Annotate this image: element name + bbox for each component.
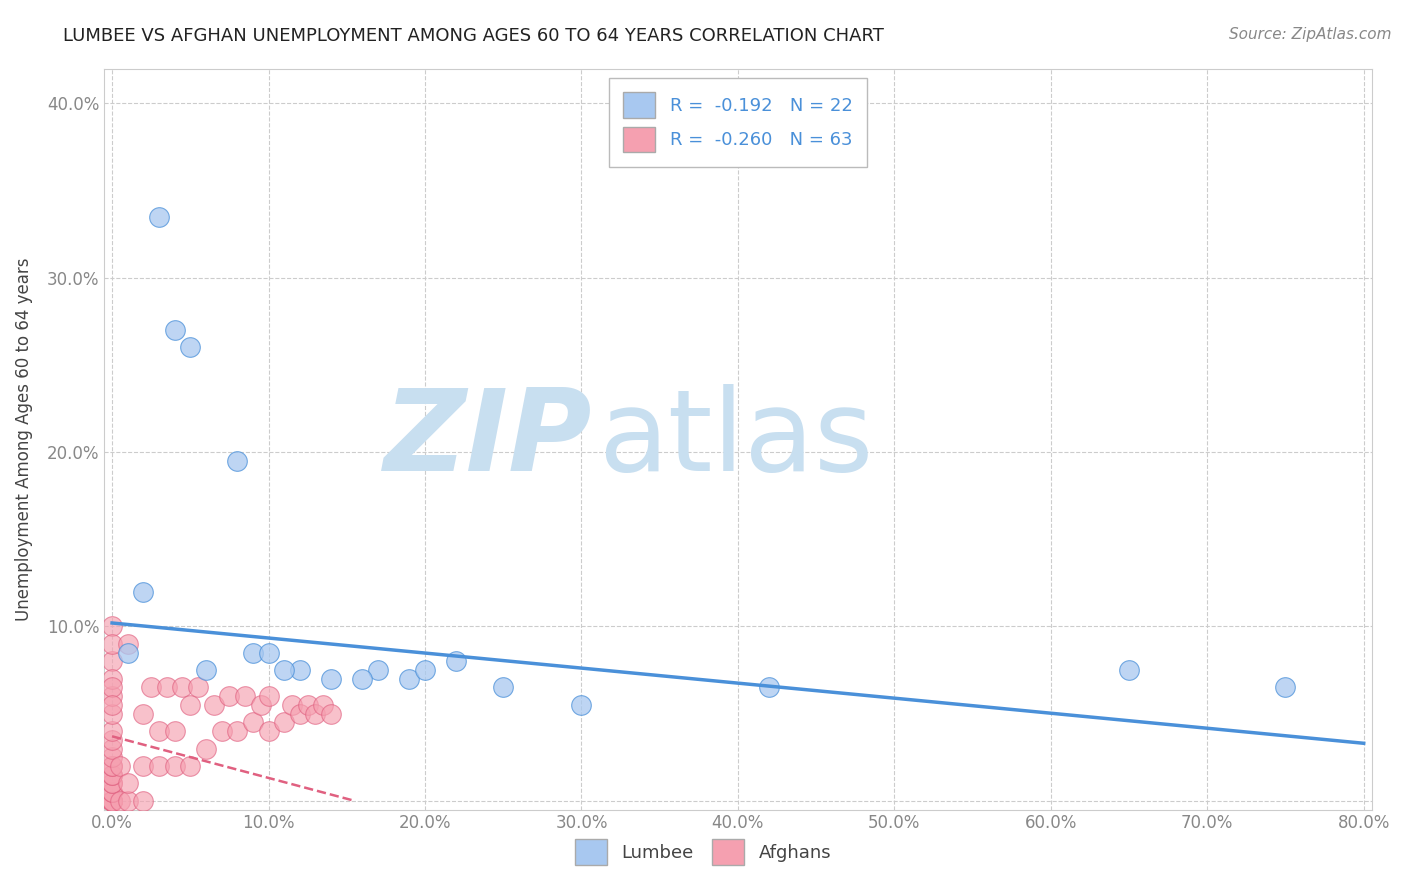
Point [1118, 663, 1140, 677]
Point [492, 681, 515, 695]
Point [187, 681, 209, 695]
Point [319, 706, 342, 721]
Point [101, 759, 124, 773]
Point [101, 637, 124, 651]
Point [101, 690, 124, 704]
Point [108, 794, 131, 808]
Point [101, 776, 124, 790]
Point [367, 663, 389, 677]
Point [132, 794, 155, 808]
Point [571, 698, 593, 712]
Point [226, 454, 249, 468]
Point [257, 646, 280, 660]
Text: Source: ZipAtlas.com: Source: ZipAtlas.com [1229, 27, 1392, 42]
Point [297, 698, 319, 712]
Point [172, 681, 194, 695]
Point [352, 672, 374, 686]
Point [101, 794, 124, 808]
Point [758, 681, 780, 695]
Point [211, 724, 233, 739]
Point [132, 759, 155, 773]
Point [101, 706, 124, 721]
Legend: R =  -0.192   N = 22, R =  -0.260   N = 63: R = -0.192 N = 22, R = -0.260 N = 63 [609, 78, 868, 167]
Point [281, 698, 304, 712]
Point [101, 750, 124, 764]
Point [163, 724, 186, 739]
Point [218, 690, 240, 704]
Point [148, 210, 170, 224]
Point [101, 767, 124, 781]
Point [101, 785, 124, 799]
Text: LUMBEE VS AFGHAN UNEMPLOYMENT AMONG AGES 60 TO 64 YEARS CORRELATION CHART: LUMBEE VS AFGHAN UNEMPLOYMENT AMONG AGES… [63, 27, 884, 45]
Point [101, 767, 124, 781]
Point [117, 646, 139, 660]
Point [179, 759, 201, 773]
Point [179, 698, 201, 712]
Point [194, 663, 217, 677]
Point [257, 724, 280, 739]
Point [101, 794, 124, 808]
Point [132, 584, 155, 599]
Point [163, 323, 186, 337]
Point [101, 724, 124, 739]
Legend: Lumbee, Afghans: Lumbee, Afghans [565, 830, 841, 874]
Point [101, 654, 124, 668]
Point [179, 341, 201, 355]
Point [148, 724, 170, 739]
Point [101, 776, 124, 790]
Point [141, 681, 163, 695]
Point [101, 794, 124, 808]
Text: ZIP: ZIP [384, 384, 592, 494]
Point [101, 794, 124, 808]
Point [288, 663, 311, 677]
Point [148, 759, 170, 773]
Point [101, 794, 124, 808]
Point [163, 759, 186, 773]
Point [117, 794, 139, 808]
Point [233, 690, 256, 704]
Point [288, 706, 311, 721]
Point [249, 698, 271, 712]
Point [312, 698, 335, 712]
Point [101, 672, 124, 686]
Point [194, 741, 217, 756]
Point [398, 672, 420, 686]
Point [101, 619, 124, 633]
Point [101, 794, 124, 808]
Point [101, 681, 124, 695]
Point [101, 794, 124, 808]
Point [108, 759, 131, 773]
Point [101, 698, 124, 712]
Point [132, 706, 155, 721]
Y-axis label: Unemployment Among Ages 60 to 64 years: Unemployment Among Ages 60 to 64 years [15, 257, 32, 621]
Point [101, 741, 124, 756]
Point [446, 654, 468, 668]
Point [101, 785, 124, 799]
Point [304, 706, 326, 721]
Point [117, 637, 139, 651]
Point [319, 672, 342, 686]
Point [226, 724, 249, 739]
Point [156, 681, 179, 695]
Point [101, 794, 124, 808]
Point [413, 663, 436, 677]
Point [1274, 681, 1296, 695]
Point [273, 663, 295, 677]
Text: atlas: atlas [599, 384, 873, 494]
Point [273, 715, 295, 730]
Point [101, 759, 124, 773]
Point [242, 646, 264, 660]
Point [202, 698, 225, 712]
Point [242, 715, 264, 730]
Point [257, 690, 280, 704]
Point [101, 732, 124, 747]
Point [117, 776, 139, 790]
